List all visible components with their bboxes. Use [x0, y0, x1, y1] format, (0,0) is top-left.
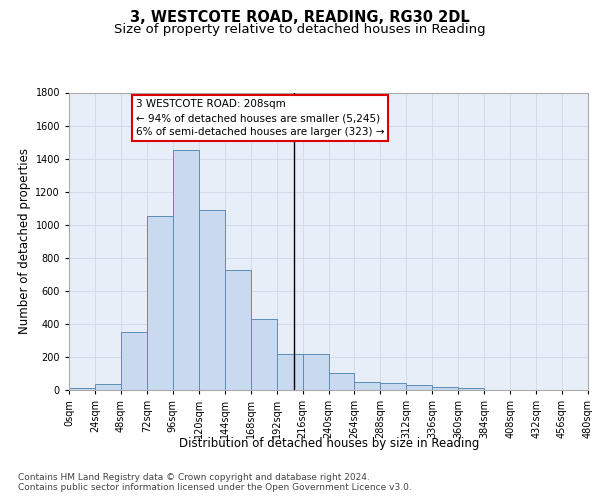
Bar — [173, 150, 199, 390]
Text: Contains public sector information licensed under the Open Government Licence v3: Contains public sector information licen… — [18, 484, 412, 492]
Y-axis label: Number of detached properties: Number of detached properties — [18, 148, 31, 334]
Bar — [199, 210, 224, 390]
Bar — [121, 332, 147, 390]
Bar — [69, 388, 95, 390]
Text: Distribution of detached houses by size in Reading: Distribution of detached houses by size … — [179, 438, 479, 450]
Text: 3, WESTCOTE ROAD, READING, RG30 2DL: 3, WESTCOTE ROAD, READING, RG30 2DL — [130, 10, 470, 25]
Bar — [251, 319, 277, 390]
Bar — [406, 385, 432, 390]
Bar — [95, 384, 121, 390]
Bar — [458, 388, 484, 390]
Bar — [329, 374, 355, 390]
Text: Size of property relative to detached houses in Reading: Size of property relative to detached ho… — [114, 22, 486, 36]
Bar — [277, 354, 302, 390]
Bar — [380, 382, 406, 390]
Text: Contains HM Land Registry data © Crown copyright and database right 2024.: Contains HM Land Registry data © Crown c… — [18, 472, 370, 482]
Bar — [432, 386, 458, 390]
Text: 3 WESTCOTE ROAD: 208sqm
← 94% of detached houses are smaller (5,245)
6% of semi-: 3 WESTCOTE ROAD: 208sqm ← 94% of detache… — [136, 99, 385, 137]
Bar — [355, 382, 380, 390]
Bar — [302, 354, 329, 390]
Bar — [225, 270, 251, 390]
Bar — [147, 216, 173, 390]
